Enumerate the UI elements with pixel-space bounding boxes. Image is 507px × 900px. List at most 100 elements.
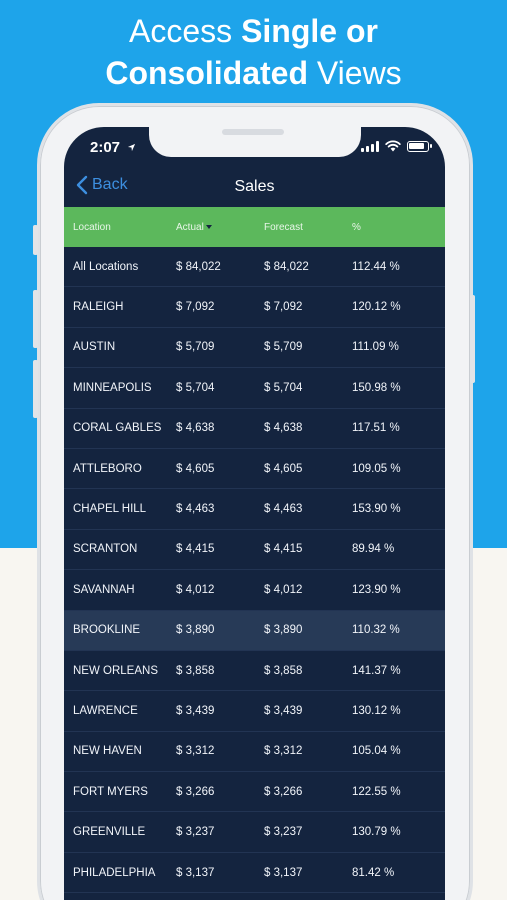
volume-up-button xyxy=(33,290,38,348)
cell-location: RALEIGH xyxy=(73,301,124,314)
cell-actual: $ 7,092 xyxy=(176,301,215,314)
cell-percent: 141.37 % xyxy=(352,664,401,677)
cell-location: BROOKLINE xyxy=(73,624,141,637)
table-row[interactable]: FORT MYERS $ 3,266 $ 3,266 122.55 % xyxy=(64,772,445,813)
table-row[interactable]: All Locations $ 84,022 $ 84,022 112.44 % xyxy=(64,247,445,288)
cell-forecast: $ 4,012 xyxy=(264,583,303,596)
table-row[interactable]: PHILADELPHIA $ 3,137 $ 3,137 81.42 % xyxy=(64,853,445,894)
table-row[interactable]: GREENVILLE $ 3,237 $ 3,237 130.79 % xyxy=(64,812,445,853)
headline-line-1: Access Single or xyxy=(0,10,507,52)
cell-actual: $ 4,012 xyxy=(176,583,215,596)
cell-percent: 130.12 % xyxy=(352,704,401,717)
cell-percent: 120.12 % xyxy=(352,301,401,314)
cell-forecast: $ 3,858 xyxy=(264,664,303,677)
column-header-percent[interactable]: % xyxy=(352,222,442,233)
cell-forecast: $ 4,463 xyxy=(264,503,303,516)
headline-bold-text: Single or xyxy=(241,13,378,49)
cell-actual: $ 3,890 xyxy=(176,624,215,637)
cell-forecast: $ 3,312 xyxy=(264,745,303,758)
table-row-highlighted[interactable]: BROOKLINE $ 3,890 $ 3,890 110.32 % xyxy=(64,610,445,651)
headline: Access Single or Consolidated Views xyxy=(0,10,507,94)
speaker-grille xyxy=(222,129,284,135)
cell-location: SCRANTON xyxy=(73,543,138,556)
cell-location: PHILADELPHIA xyxy=(73,866,156,879)
cell-percent: 117.51 % xyxy=(352,422,400,435)
table-row[interactable]: NEW HAVEN $ 3,312 $ 3,312 105.04 % xyxy=(64,732,445,773)
cell-location: MINNEAPOLIS xyxy=(73,381,152,394)
cell-percent: 109.05 % xyxy=(352,462,401,475)
cell-actual: $ 3,439 xyxy=(176,704,215,717)
cell-actual: $ 4,638 xyxy=(176,422,215,435)
cell-percent: 89.94 % xyxy=(352,543,395,556)
table-row[interactable]: RALEIGH $ 7,092 $ 7,092 120.12 % xyxy=(64,287,445,328)
navigation-bar: Back Sales xyxy=(64,169,445,207)
cell-percent: 130.79 % xyxy=(352,826,401,839)
page-title: Sales xyxy=(234,178,275,195)
headline-text: Views xyxy=(308,55,402,91)
cell-forecast: $ 3,890 xyxy=(264,624,303,637)
column-header-label: Forecast xyxy=(264,221,303,233)
cell-location: AUSTIN xyxy=(73,341,116,354)
cell-percent: 111.09 % xyxy=(352,341,399,354)
column-header-forecast[interactable]: Forecast xyxy=(264,222,352,233)
chevron-left-icon xyxy=(76,175,88,195)
cell-actual: $ 4,415 xyxy=(176,543,215,556)
cell-forecast: $ 5,704 xyxy=(264,381,303,394)
cell-location: FORT MYERS xyxy=(73,785,148,798)
cell-actual: $ 4,605 xyxy=(176,462,215,475)
cell-forecast: $ 3,137 xyxy=(264,866,303,879)
cell-forecast: $ 3,237 xyxy=(264,826,303,839)
cell-percent: 110.32 % xyxy=(352,624,400,637)
cell-location: All Locations xyxy=(73,260,139,273)
cell-location: GREENVILLE xyxy=(73,826,146,839)
table-row[interactable]: CORAL GABLES $ 4,638 $ 4,638 117.51 % xyxy=(64,409,445,449)
cell-actual: $ 5,709 xyxy=(176,341,215,354)
column-header-actual[interactable]: Actual xyxy=(176,222,264,233)
sort-descending-icon xyxy=(205,225,212,229)
status-icons xyxy=(361,140,432,152)
volume-down-button xyxy=(33,360,38,418)
cell-actual: $ 4,463 xyxy=(176,503,215,516)
cell-location: SAVANNAH xyxy=(73,583,135,596)
headline-bold-text: Consolidated xyxy=(105,55,308,91)
table-row[interactable]: MINNEAPOLIS $ 5,704 $ 5,704 150.98 % xyxy=(64,368,445,409)
cell-location: LAWRENCE xyxy=(73,704,138,717)
cell-forecast: $ 5,709 xyxy=(264,341,303,354)
wifi-icon xyxy=(385,140,401,152)
table-row[interactable]: CHAPEL HILL $ 4,463 $ 4,463 153.90 % xyxy=(64,489,445,530)
column-header-label: Actual xyxy=(176,221,204,233)
table-header: Location Actual Forecast % xyxy=(64,207,445,247)
cell-location: NEW ORLEANS xyxy=(73,664,158,677)
cell-actual: $ 3,266 xyxy=(176,785,215,798)
table-row[interactable]: LAWRENCE $ 3,439 $ 3,439 130.12 % xyxy=(64,691,445,732)
table-row[interactable]: AUSTIN $ 5,709 $ 5,709 111.09 % xyxy=(64,328,445,369)
cell-forecast: $ 4,605 xyxy=(264,462,303,475)
cell-location: ATTLEBORO xyxy=(73,462,142,475)
column-header-location[interactable]: Location xyxy=(64,222,176,233)
cell-actual: $ 3,237 xyxy=(176,826,215,839)
headline-line-2: Consolidated Views xyxy=(0,52,507,94)
table-row[interactable]: NEW ORLEANS $ 3,858 $ 3,858 141.37 % xyxy=(64,651,445,692)
cell-percent: 123.90 % xyxy=(352,583,401,596)
cell-actual: $ 3,137 xyxy=(176,866,215,879)
cell-percent: 112.44 % xyxy=(352,260,400,273)
cell-forecast: $ 7,092 xyxy=(264,301,303,314)
cell-location: NEW HAVEN xyxy=(73,745,142,758)
column-header-label: % xyxy=(352,221,361,233)
cell-forecast: $ 84,022 xyxy=(264,260,309,273)
table-row[interactable]: ATTLEBORO $ 4,605 $ 4,605 109.05 % xyxy=(64,449,445,490)
cell-percent: 150.98 % xyxy=(352,381,401,394)
headline-text: Access xyxy=(129,13,242,49)
location-arrow-icon xyxy=(128,143,136,152)
cell-actual: $ 3,858 xyxy=(176,664,215,677)
phone-screen: 2:07 Back Sales Location Actual Forecast… xyxy=(64,127,445,900)
cell-percent: 153.90 % xyxy=(352,503,401,516)
table-row[interactable]: SAVANNAH $ 4,012 $ 4,012 123.90 % xyxy=(64,570,445,611)
cell-percent: 81.42 % xyxy=(352,866,395,879)
back-button[interactable]: Back xyxy=(76,175,128,195)
table-row[interactable]: SCRANTON $ 4,415 $ 4,415 89.94 % xyxy=(64,530,445,571)
cell-actual: $ 5,704 xyxy=(176,381,215,394)
power-button xyxy=(470,295,475,383)
column-header-label: Location xyxy=(73,221,111,233)
table-body: All Locations $ 84,022 $ 84,022 112.44 % RA… xyxy=(64,247,445,894)
